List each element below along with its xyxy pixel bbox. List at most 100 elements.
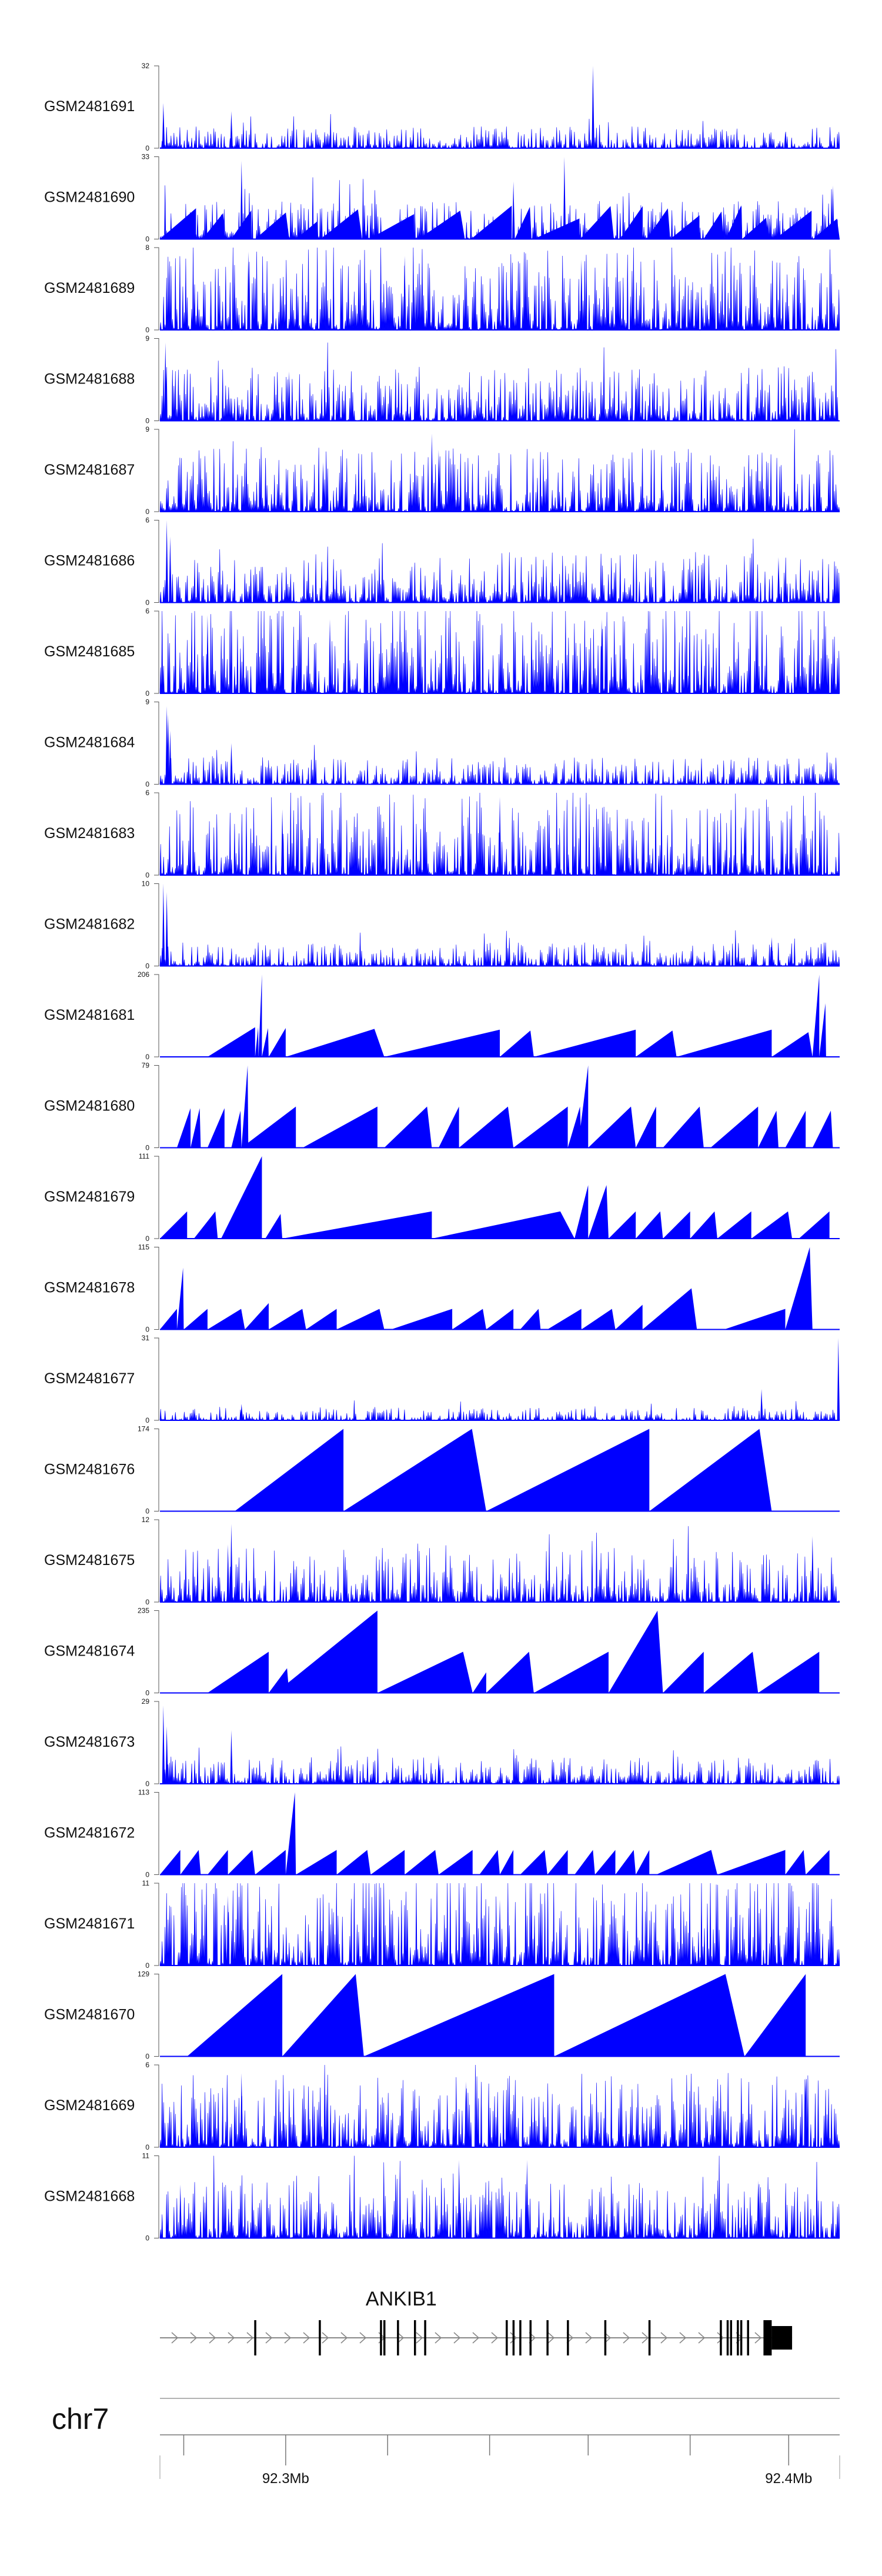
- y-min-label: 0: [145, 1780, 149, 1788]
- coverage-spike: [811, 1536, 814, 1602]
- y-max-label: 6: [145, 2061, 149, 2069]
- strand-arrow-icon: [322, 2332, 329, 2344]
- signal: [207, 1610, 820, 1693]
- exon: [529, 2320, 532, 2355]
- peak: [636, 1030, 677, 1057]
- signal: [187, 1974, 806, 2057]
- coverage-spike: [165, 520, 169, 603]
- peak: [438, 1106, 459, 1148]
- strand-arrow-icon: [679, 2332, 687, 2344]
- coverage-spike: [165, 892, 169, 966]
- peak: [306, 1309, 337, 1330]
- y-min-label: 0: [145, 1871, 149, 1879]
- peak: [221, 1156, 262, 1239]
- exon: [737, 2320, 739, 2355]
- strand-arrow-icon: [491, 2332, 499, 2344]
- coverage-spike: [831, 185, 834, 239]
- y-axis: [154, 1883, 159, 1966]
- coverage-spike: [499, 1900, 502, 1966]
- strand-arrow-icon: [547, 2332, 555, 2344]
- peak: [547, 1850, 568, 1875]
- signal: [235, 1429, 772, 1511]
- track-GSM2481682: GSM2481682 10 0: [44, 880, 840, 970]
- track-GSM2481680: GSM2481680 79 0: [44, 1062, 840, 1152]
- signal: [160, 1247, 813, 1330]
- coverage-spike: [437, 450, 440, 512]
- peak: [255, 1027, 259, 1057]
- coverage-spike: [322, 462, 325, 512]
- signal: [159, 1338, 840, 1421]
- peak: [302, 1106, 377, 1148]
- signal: [160, 1792, 830, 1875]
- strand-arrow-icon: [340, 2332, 348, 2344]
- peak: [656, 1850, 717, 1875]
- y-axis: [154, 1247, 159, 1330]
- peak: [636, 1850, 650, 1875]
- track-label: GSM2481690: [44, 189, 135, 206]
- peak: [241, 1106, 296, 1148]
- exon: [512, 2320, 515, 2355]
- strand-arrow-icon: [754, 2332, 762, 2344]
- peak: [282, 1211, 432, 1239]
- peak: [193, 1211, 218, 1239]
- y-min-label: 0: [145, 780, 149, 789]
- peak: [580, 206, 614, 239]
- exon: [567, 2320, 569, 2355]
- y-max-label: 31: [142, 1334, 150, 1342]
- peak: [187, 1974, 283, 2057]
- coverage-spike: [206, 615, 209, 693]
- peak: [710, 1106, 759, 1148]
- coverage-spike: [743, 817, 746, 875]
- peak: [180, 1850, 201, 1875]
- track-GSM2481690: GSM2481690 33 0: [44, 153, 840, 243]
- signal: [159, 2064, 840, 2148]
- peak: [724, 1309, 786, 1330]
- track-label: GSM2481677: [44, 1370, 135, 1387]
- peak: [176, 1267, 184, 1330]
- y-axis: [154, 1610, 159, 1693]
- coverage-spike: [757, 2180, 760, 2238]
- y-min-label: 0: [145, 1053, 149, 1061]
- peak: [285, 1029, 385, 1057]
- exon: [726, 2320, 729, 2355]
- peak: [255, 1850, 286, 1875]
- track-GSM2481670: GSM2481670 129 0: [44, 1970, 840, 2061]
- coverage-tracks: GSM2481691320GSM2481690330GSM248168980GS…: [44, 62, 840, 2243]
- peak: [615, 1850, 636, 1875]
- signal: [207, 975, 826, 1057]
- y-min-label: 0: [145, 1144, 149, 1152]
- exon: [648, 2320, 651, 2355]
- peak: [649, 1429, 772, 1511]
- signal: [159, 520, 840, 603]
- track-label: GSM2481672: [44, 1825, 135, 1841]
- peak: [282, 1974, 364, 2057]
- y-max-label: 6: [145, 516, 149, 525]
- track-GSM2481681: GSM2481681 206 0: [44, 970, 840, 1061]
- track-GSM2481676: GSM2481676 174 0: [44, 1425, 840, 1516]
- peak: [160, 1211, 188, 1239]
- peak: [615, 1304, 643, 1330]
- signal: [159, 883, 840, 966]
- peak: [471, 205, 512, 239]
- strand-arrow-icon: [623, 2332, 630, 2344]
- coverage-spike: [162, 103, 165, 148]
- peak: [690, 1211, 717, 1239]
- y-min-label: 0: [145, 1598, 149, 1606]
- y-min-label: 0: [145, 871, 149, 879]
- coverage-spike: [247, 252, 250, 330]
- y-max-label: 9: [145, 698, 149, 706]
- y-max-label: 9: [145, 425, 149, 433]
- coverage-spike: [634, 379, 637, 421]
- strand-arrow-icon: [359, 2332, 367, 2344]
- track-GSM2481678: GSM2481678 115 0: [44, 1243, 840, 1334]
- peak: [486, 1429, 650, 1511]
- track-GSM2481677: GSM2481677 31 0: [44, 1334, 840, 1424]
- peak: [717, 1211, 751, 1239]
- coverage-spike: [770, 1896, 773, 1966]
- y-min-label: 0: [145, 1416, 149, 1424]
- strand-arrow-icon: [717, 2332, 724, 2344]
- exon: [414, 2320, 416, 2355]
- peak: [486, 1651, 534, 1693]
- peak: [183, 1309, 208, 1330]
- genome-axis-track: chr7 92.3Mb 92.4Mb: [52, 2398, 840, 2487]
